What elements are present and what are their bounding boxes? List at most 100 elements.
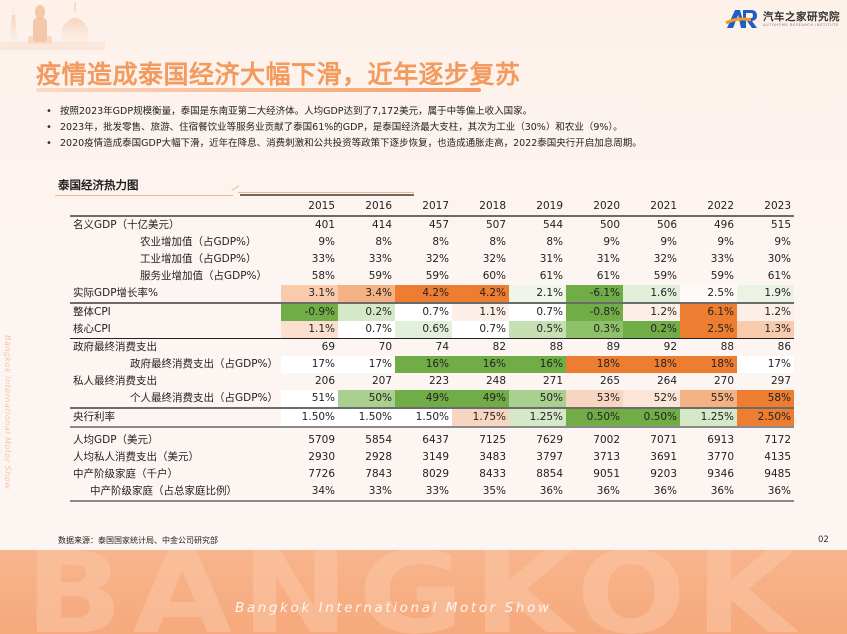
value-cell: 7071 [650,434,678,446]
value-cell: 507 [485,219,507,231]
year-header: 2017 [395,198,453,217]
value-cell: 8% [546,236,564,248]
year-header: 2021 [623,198,681,217]
value-cell: 496 [713,219,735,231]
value-cell: 16% [452,356,510,373]
banner-big-text: BANGKOK [25,550,805,634]
value-cell: 7726 [308,468,336,480]
value-cell: 9485 [764,468,792,480]
value-cell: 9% [774,236,792,248]
value-cell: 9% [603,236,621,248]
value-cell: 414 [371,219,393,231]
value-cell: -0.8% [566,303,624,321]
value-cell: 59% [653,270,678,282]
brand-logo: 汽车之家研究院 AUTOHOME RESEARCH INSTITUTE [725,7,840,31]
value-cell: 7002 [593,434,621,446]
value-cell: 31% [539,253,564,265]
value-cell: -0.9% [281,303,339,321]
year-header: 2019 [509,198,567,217]
value-cell: 31% [596,253,621,265]
value-cell: 0.6% [395,321,453,339]
value-cell: 52% [623,390,681,409]
footer-banner: BANGKOK Bangkok International Motor Show [0,550,847,634]
value-cell: 7125 [479,434,507,446]
value-cell: 0.7% [509,303,567,321]
value-cell: 18% [680,356,738,373]
table-row: 私人最终消费支出 206 207 223 248 271 265 264 270 297 [70,373,794,390]
value-cell: 3797 [536,451,564,463]
row-label: 中产阶级家庭（占总家庭比例） [70,483,282,502]
value-cell: 248 [485,375,507,387]
value-cell: 53% [566,390,624,409]
value-cell: 2.5% [680,285,738,304]
value-cell: 0.2% [338,303,396,321]
value-cell: 3770 [707,451,735,463]
row-label: 人均私人消费支出（美元） [73,451,199,463]
logo-cn-text: 汽车之家研究院 [763,10,840,23]
value-cell: 32% [653,253,678,265]
value-cell: 1.3% [737,321,795,339]
row-label: 核心CPI [70,321,282,339]
value-cell: 1.25% [509,408,567,428]
value-cell: 34% [281,483,339,502]
row-label: 整体CPI [73,306,111,318]
value-cell: 33% [395,483,453,502]
value-cell: 69 [321,341,336,353]
value-cell: 33% [710,253,735,265]
value-cell: 36% [680,483,738,502]
value-cell: 92 [663,341,678,353]
value-cell: 2.5% [680,321,738,339]
ar-logo-icon [725,8,759,30]
value-cell: 265 [599,375,621,387]
value-cell: 32% [482,253,507,265]
value-cell: 7172 [764,434,792,446]
value-cell: 3149 [422,451,450,463]
value-cell: 9% [318,236,336,248]
value-cell: 0.50% [566,408,624,428]
value-cell: 0.3% [566,321,624,339]
value-cell: 8% [489,236,507,248]
value-cell: 36% [623,483,681,502]
row-label: 央行利率 [70,408,282,428]
value-cell: 33% [368,253,393,265]
row-label: 私人最终消费支出 [73,375,157,387]
value-cell: 9203 [650,468,678,480]
value-cell: 401 [314,219,336,231]
value-cell: 33% [338,483,396,502]
value-cell: 86 [777,341,792,353]
value-cell: 2.50% [737,408,795,428]
row-label: 名义GDP（十亿美元） [73,219,180,231]
logo-en-text: AUTOHOME RESEARCH INSTITUTE [763,22,839,27]
year-header: 2016 [338,198,396,217]
value-cell: 1.25% [680,408,738,428]
value-cell: 1.75% [452,408,510,428]
economy-heatmap-table: 2015 2016 2017 2018 2019 2020 2021 2022 … [70,198,795,502]
corner-cell [70,198,282,217]
value-cell: 1.1% [452,303,510,321]
section-title-underline [55,195,233,196]
value-cell: 270 [713,375,735,387]
row-label: 农业增加值（占GDP%） [140,236,257,248]
value-cell: 58% [311,270,336,282]
value-cell: 0.7% [395,303,453,321]
table-row: 政府最终消费支出 69 70 74 82 88 89 92 88 86 [70,339,794,357]
row-label: 个人最终消费支出（占GDP%） [70,390,282,409]
value-cell: 59% [710,270,735,282]
table-row: 服务业增加值（占GDP%） 58% 59% 59% 60% 61% 61% 59% 59% 61% [70,268,794,285]
header-row: 2015 2016 2017 2018 2019 2020 2021 2022 … [70,198,795,217]
year-header: 2023 [737,198,795,217]
value-cell: 1.2% [737,303,795,321]
value-cell: -6.1% [566,285,624,304]
value-cell: 0.7% [338,321,396,339]
value-cell: 4.2% [452,285,510,304]
value-cell: 6.1% [680,303,738,321]
value-cell: 3713 [593,451,621,463]
value-cell: 17% [281,356,339,373]
value-cell: 297 [770,375,792,387]
value-cell: 544 [542,219,564,231]
table-row: 个人最终消费支出（占GDP%） 51% 50% 49% 49% 50% 53% 52% 55% 5… [70,390,795,409]
value-cell: 8% [432,236,450,248]
value-cell: 82 [492,341,507,353]
table-row: 农业增加值（占GDP%） 9% 8% 8% 8% 8% 9% 9% 9% 9% [70,234,794,251]
section-title-underline-upper [238,192,414,193]
